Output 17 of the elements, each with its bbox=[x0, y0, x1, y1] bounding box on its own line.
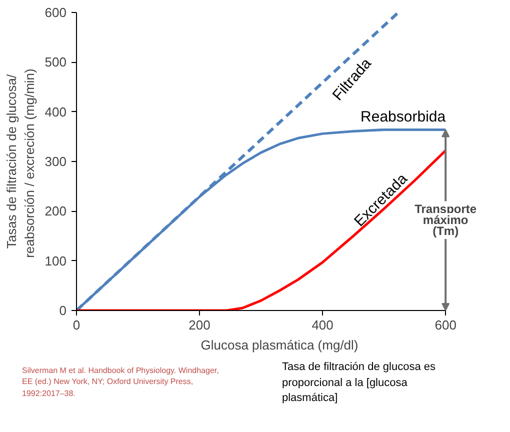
y-tick-label: 100 bbox=[44, 253, 67, 268]
x-tick-label: 400 bbox=[312, 318, 334, 332]
y-tick-label: 600 bbox=[44, 5, 67, 20]
y-tick-label: 0 bbox=[59, 303, 67, 318]
x-axis-title: Glucosa plasmática (mg/dl) bbox=[200, 338, 358, 352]
x-tick-label: 200 bbox=[188, 318, 210, 332]
y-tick-label: 500 bbox=[44, 54, 67, 70]
x-tick-label: 0 bbox=[72, 318, 80, 332]
series-label: Reabsorbida bbox=[360, 108, 446, 126]
text: Tasa de filtración de glucosa es proporcional a la [glucosa plasmática] bbox=[282, 360, 436, 406]
y-tick-label: 200 bbox=[44, 204, 67, 219]
y-tick-label: 300 bbox=[44, 154, 67, 169]
text: Silverman M et al. Handbook of Physiology. Windhager, EE (ed.) New York, NY; Oxford University Press, 1992:2017–38. bbox=[22, 365, 220, 400]
annotation: Transporte máximo (Tm) bbox=[414, 202, 477, 238]
y-axis-title: Tasas de filtración de glucosa/ reabsorción / excreción (mg/min) bbox=[4, 68, 37, 258]
y-tick-label: 400 bbox=[44, 104, 67, 120]
x-tick-label: 600 bbox=[434, 318, 456, 332]
